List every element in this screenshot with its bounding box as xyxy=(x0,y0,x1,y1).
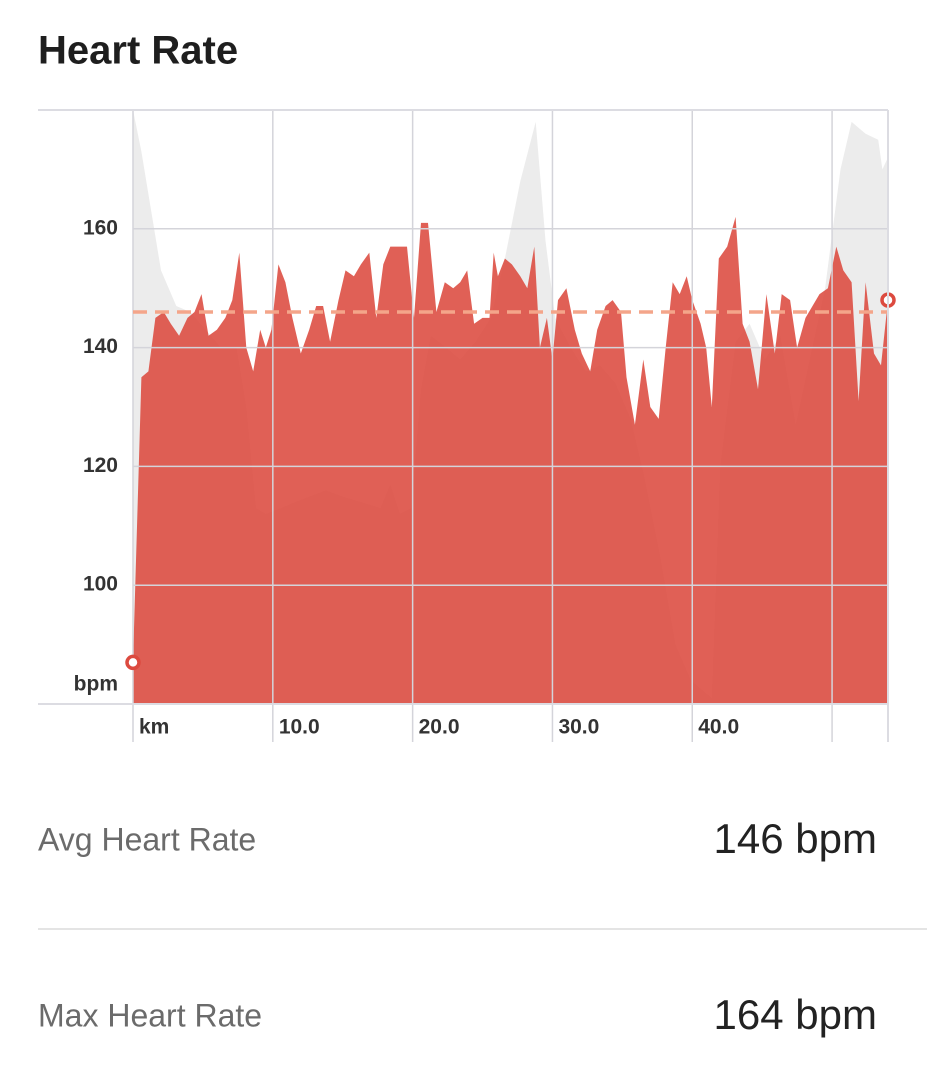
stat-value: 164 bpm xyxy=(714,991,877,1038)
y-unit-label: bpm xyxy=(74,673,118,696)
x-tick-label: 40.0 xyxy=(698,716,739,739)
y-tick-label: 100 xyxy=(83,573,118,596)
stat-value: 146 bpm xyxy=(714,815,877,862)
stat-label: Max Heart Rate xyxy=(38,997,262,1033)
x-tick-label: 20.0 xyxy=(419,716,460,739)
x-tick-label: 10.0 xyxy=(279,716,320,739)
y-tick-label: 160 xyxy=(83,216,118,239)
x-tick-label: 30.0 xyxy=(558,716,599,739)
y-tick-label: 120 xyxy=(83,454,118,477)
stat-label: Avg Heart Rate xyxy=(38,821,256,857)
x-tick-label: km xyxy=(139,716,169,739)
heart-rate-area xyxy=(133,216,888,704)
section-title: Heart Rate xyxy=(38,29,238,73)
start-marker xyxy=(125,654,141,671)
y-tick-label: 140 xyxy=(83,335,118,358)
